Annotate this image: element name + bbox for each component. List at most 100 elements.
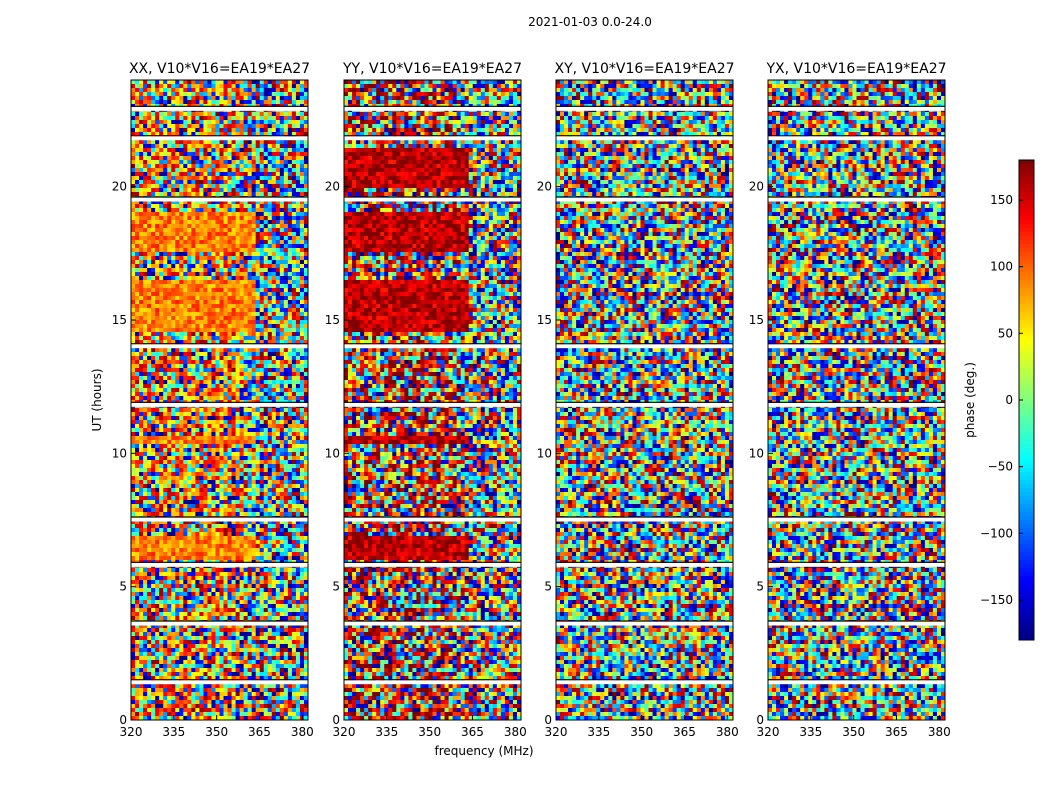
heatmap-cell	[175, 112, 179, 116]
heatmap-cell	[175, 148, 179, 152]
heatmap-cell	[171, 160, 175, 164]
heatmap-cell	[183, 148, 187, 152]
heatmap-cell	[155, 164, 159, 168]
heatmap-cell	[240, 128, 244, 132]
heatmap-cell	[276, 140, 280, 144]
heatmap-cell	[248, 92, 252, 96]
heatmap-cell	[264, 124, 268, 128]
heatmap-cell	[159, 176, 163, 180]
heatmap-cell	[268, 184, 272, 188]
heatmap-cell	[147, 188, 151, 192]
heatmap-cell	[228, 124, 232, 128]
heatmap-cell	[248, 188, 252, 192]
heatmap-cell	[224, 144, 228, 148]
heatmap-cell	[236, 188, 240, 192]
heatmap-cell	[195, 112, 199, 116]
heatmap-cell	[288, 96, 292, 100]
heatmap-cell	[159, 152, 163, 156]
heatmap-cell	[163, 168, 167, 172]
heatmap-cell	[228, 148, 232, 152]
heatmap-cell	[147, 128, 151, 132]
heatmap-cell	[276, 172, 280, 176]
heatmap-cell	[179, 88, 183, 92]
heatmap-cell	[199, 84, 203, 88]
heatmap-cell	[256, 160, 260, 164]
heatmap-cell	[220, 172, 224, 176]
heatmap-cell	[244, 128, 248, 132]
heatmap-cell	[155, 140, 159, 144]
heatmap-cell	[159, 164, 163, 168]
heatmap-cell	[236, 128, 240, 132]
heatmap-cell	[244, 152, 248, 156]
heatmap-cell	[179, 176, 183, 180]
heatmap-cell	[284, 164, 288, 168]
heatmap-cell	[187, 184, 191, 188]
heatmap-cell	[248, 116, 252, 120]
heatmap-cell	[159, 100, 163, 104]
heatmap-cell	[232, 188, 236, 192]
heatmap-cell	[215, 176, 219, 180]
heatmap-cell	[240, 168, 244, 172]
heatmap-cell	[292, 184, 296, 188]
heatmap-cell	[300, 172, 304, 176]
heatmap-cell	[167, 176, 171, 180]
heatmap-cell	[187, 100, 191, 104]
heatmap-cell	[296, 184, 300, 188]
heatmap-cell	[276, 124, 280, 128]
heatmap-cell	[179, 172, 183, 176]
heatmap-cell	[199, 96, 203, 100]
heatmap-cell	[288, 92, 292, 96]
heatmap-cell	[248, 112, 252, 116]
heatmap-cell	[256, 188, 260, 192]
heatmap-cell	[215, 120, 219, 124]
heatmap-cell	[167, 100, 171, 104]
heatmap-cell	[179, 164, 183, 168]
heatmap-cell	[215, 96, 219, 100]
heatmap-cell	[135, 80, 139, 84]
heatmap-cell	[135, 188, 139, 192]
heatmap-cell	[143, 168, 147, 172]
heatmap-cell	[163, 96, 167, 100]
heatmap-cell	[183, 184, 187, 188]
heatmap-cell	[187, 168, 191, 172]
heatmap-cell	[131, 128, 135, 132]
heatmap-cell	[236, 120, 240, 124]
heatmap-cell	[296, 168, 300, 172]
heatmap-cell	[296, 164, 300, 168]
heatmap-cell	[220, 188, 224, 192]
heatmap-cell	[191, 180, 195, 184]
heatmap-cell	[155, 116, 159, 120]
heatmap-cell	[268, 176, 272, 180]
heatmap-cell	[300, 84, 304, 88]
heatmap-cell	[147, 140, 151, 144]
heatmap-cell	[139, 84, 143, 88]
heatmap-cell	[211, 92, 215, 96]
heatmap-cell	[236, 160, 240, 164]
heatmap-cell	[232, 172, 236, 176]
heatmap-cell	[292, 116, 296, 120]
heatmap-cell	[232, 116, 236, 120]
heatmap-cell	[147, 156, 151, 160]
heatmap-cell	[151, 172, 155, 176]
heatmap-cell	[256, 96, 260, 100]
heatmap-cell	[228, 112, 232, 116]
heatmap-cell	[252, 128, 256, 132]
heatmap-cell	[220, 192, 224, 196]
heatmap-cell	[195, 156, 199, 160]
heatmap-cell	[171, 120, 175, 124]
heatmap-cell	[288, 180, 292, 184]
heatmap-cell	[151, 188, 155, 192]
heatmap-cell	[256, 128, 260, 132]
heatmap-cell	[248, 84, 252, 88]
heatmap-cell	[131, 100, 135, 104]
heatmap-cell	[296, 192, 300, 196]
heatmap-cell	[232, 160, 236, 164]
heatmap-cell	[179, 96, 183, 100]
heatmap-cell	[143, 116, 147, 120]
heatmap-cell	[151, 144, 155, 148]
heatmap-cell	[131, 80, 135, 84]
heatmap-cell	[296, 160, 300, 164]
heatmap-cell	[207, 168, 211, 172]
heatmap-cell	[187, 80, 191, 84]
